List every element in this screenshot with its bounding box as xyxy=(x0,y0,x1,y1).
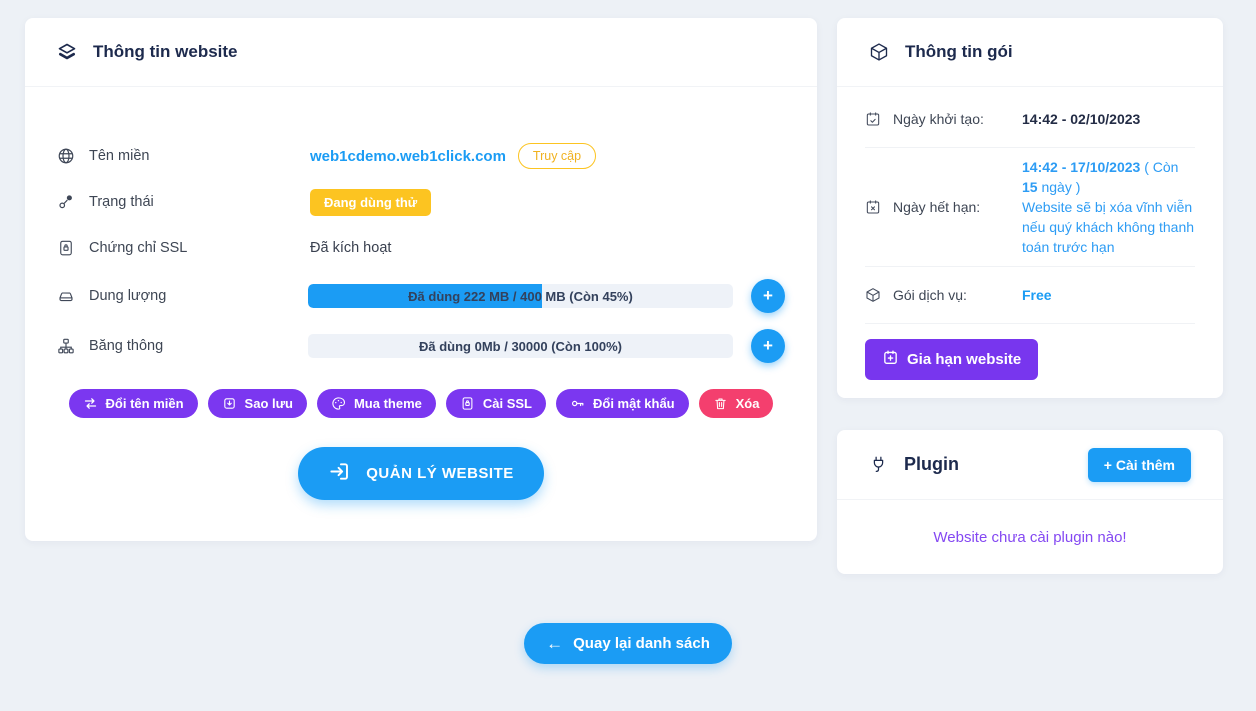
website-card-header: Thông tin website xyxy=(25,18,817,87)
storage-row: Dung lượng Đã dùng 222 MB / 400 MB (Còn … xyxy=(57,271,785,321)
manage-website-label: QUẢN LÝ WEBSITE xyxy=(366,465,514,482)
change-password-label: Đổi mật khẩu xyxy=(593,396,675,411)
bandwidth-progress-text: Đã dùng 0Mb / 30000 (Còn 100%) xyxy=(419,338,622,354)
plan-row: Gói dịch vụ: Free xyxy=(865,267,1195,324)
cube-icon xyxy=(869,42,889,62)
change-domain-label: Đổi tên miền xyxy=(105,396,184,411)
domain-value-group: web1cdemo.web1click.com Truy cập xyxy=(310,143,785,169)
storage-progress-bar: Đã dùng 222 MB / 400 MB (Còn 45%) xyxy=(308,284,733,308)
back-to-list-button[interactable]: ← Quay lại danh sách xyxy=(524,623,732,664)
created-label: Ngày khởi tạo: xyxy=(893,111,984,127)
trash-icon xyxy=(713,396,728,411)
status-badge: Đang dùng thử xyxy=(310,188,432,216)
visit-button[interactable]: Truy cập xyxy=(517,143,597,169)
plan-value: Free xyxy=(1022,287,1052,303)
renew-website-button[interactable]: Gia hạn website xyxy=(865,339,1039,380)
bandwidth-row: Băng thông Đã dùng 0Mb / 30000 (Còn 100%… xyxy=(57,321,785,371)
domain-label-group: Tên miền xyxy=(57,147,310,165)
expiry-warning: Website sẽ bị xóa vĩnh viễn nếu quý khác… xyxy=(1022,199,1195,255)
plugin-card: Plugin + Cài thêm Website chưa cài plugi… xyxy=(837,430,1223,574)
certificate-lock-icon xyxy=(57,239,75,257)
delete-button[interactable]: Xóa xyxy=(698,389,774,418)
ssl-label: Chứng chỉ SSL xyxy=(89,240,188,256)
website-actions: Đổi tên miền Sao lưu Mua theme Cài SSL Đ… xyxy=(57,389,785,418)
share-nodes-icon xyxy=(57,193,75,211)
domain-label: Tên miền xyxy=(89,148,150,164)
storage-progress-text: Đã dùng 222 MB / 400 MB (Còn 45%) xyxy=(408,288,633,304)
plugin-card-title: Plugin xyxy=(904,454,959,474)
bandwidth-add-button[interactable]: + xyxy=(751,329,785,363)
change-password-button[interactable]: Đổi mật khẩu xyxy=(556,389,689,418)
domain-link[interactable]: web1cdemo.web1click.com xyxy=(310,147,506,165)
login-icon xyxy=(328,460,351,487)
manage-website-button[interactable]: QUẢN LÝ WEBSITE xyxy=(298,447,544,500)
globe-icon xyxy=(57,147,75,165)
expiry-row: Ngày hết hạn: 14:42 - 17/10/2023 ( Còn 1… xyxy=(865,148,1195,267)
website-info-card: Thông tin website Tên miền web1cdemo.web… xyxy=(25,18,817,541)
arrow-left-icon: ← xyxy=(546,634,564,653)
expiry-value: 14:42 - 17/10/2023 ( Còn 15 ngày ) Websi… xyxy=(1022,157,1195,257)
website-card-title: Thông tin website xyxy=(93,42,238,61)
install-plugin-button[interactable]: + Cài thêm xyxy=(1087,447,1191,482)
swap-arrows-icon xyxy=(83,396,98,411)
created-row: Ngày khởi tạo: 14:42 - 02/10/2023 xyxy=(865,91,1195,148)
storage-label: Dung lượng xyxy=(89,288,167,304)
footer: ← Quay lại danh sách xyxy=(0,623,1256,664)
package-card-header: Thông tin gói xyxy=(837,18,1223,87)
expiry-remain-suffix: ngày ) xyxy=(1037,179,1081,195)
package-card-title: Thông tin gói xyxy=(905,42,1013,61)
package-info-card: Thông tin gói Ngày khởi tạo: 14:42 - 02/… xyxy=(837,18,1223,398)
lock-icon xyxy=(460,396,475,411)
buy-theme-label: Mua theme xyxy=(353,396,422,411)
manage-button-wrap: QUẢN LÝ WEBSITE xyxy=(57,447,785,500)
storage-progress-fill xyxy=(308,284,542,308)
drive-icon xyxy=(57,287,75,305)
ssl-value: Đã kích hoạt xyxy=(310,240,392,256)
bandwidth-label-group: Băng thông xyxy=(57,337,308,355)
domain-row: Tên miền web1cdemo.web1click.com Truy cậ… xyxy=(57,133,785,179)
calendar-x-icon xyxy=(865,199,881,215)
change-domain-button[interactable]: Đổi tên miền xyxy=(68,389,198,418)
bandwidth-progress-bar: Đã dùng 0Mb / 30000 (Còn 100%) xyxy=(308,334,733,358)
ssl-label-group: Chứng chỉ SSL xyxy=(57,239,310,257)
renew-website-label: Gia hạn website xyxy=(907,351,1022,368)
cube-icon xyxy=(865,287,881,303)
calendar-check-icon xyxy=(865,111,881,127)
back-to-list-label: Quay lại danh sách xyxy=(573,635,710,652)
buy-theme-button[interactable]: Mua theme xyxy=(316,389,436,418)
package-rows: Ngày khởi tạo: 14:42 - 02/10/2023 Ngày h… xyxy=(837,87,1223,324)
storage-label-group: Dung lượng xyxy=(57,287,308,305)
expiry-label: Ngày hết hạn: xyxy=(893,199,981,215)
layers-icon xyxy=(57,42,77,62)
expiry-date: 14:42 - 17/10/2023 xyxy=(1022,159,1141,175)
palette-icon xyxy=(331,396,346,411)
plug-icon xyxy=(869,455,888,474)
created-value: 14:42 - 02/10/2023 xyxy=(1022,111,1141,127)
backup-download-icon xyxy=(222,396,237,411)
backup-button[interactable]: Sao lưu xyxy=(207,389,307,418)
plugin-card-header: Plugin + Cài thêm xyxy=(837,430,1223,500)
expiry-remain-prefix: ( Còn xyxy=(1140,159,1179,175)
plugin-empty-message: Website chưa cài plugin nào! xyxy=(933,528,1127,546)
status-label-group: Trạng thái xyxy=(57,193,310,211)
status-row: Trạng thái Đang dùng thử xyxy=(57,179,785,225)
install-ssl-label: Cài SSL xyxy=(482,396,532,411)
ssl-row: Chứng chỉ SSL Đã kích hoạt xyxy=(57,225,785,271)
key-icon xyxy=(570,396,585,411)
bandwidth-label: Băng thông xyxy=(89,338,164,354)
expiry-remain-days: 15 xyxy=(1022,179,1038,195)
storage-add-button[interactable]: + xyxy=(751,279,785,313)
backup-label: Sao lưu xyxy=(244,396,293,411)
status-label: Trạng thái xyxy=(89,194,154,210)
plan-label: Gói dịch vụ: xyxy=(893,287,967,303)
sitemap-icon xyxy=(57,337,75,355)
calendar-plus-icon xyxy=(882,349,899,370)
website-info-rows: Tên miền web1cdemo.web1click.com Truy cậ… xyxy=(25,87,817,500)
delete-label: Xóa xyxy=(735,396,760,411)
install-ssl-button[interactable]: Cài SSL xyxy=(445,389,546,418)
